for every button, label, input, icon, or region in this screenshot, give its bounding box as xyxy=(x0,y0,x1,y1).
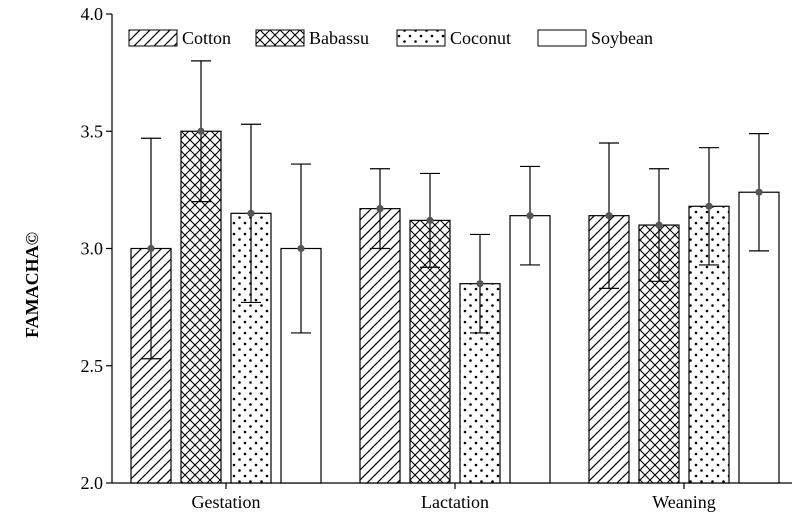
mean-marker xyxy=(605,212,612,219)
y-tick-label: 2.5 xyxy=(81,356,104,376)
bar-cotton-lactation xyxy=(360,209,400,483)
mean-marker xyxy=(526,212,533,219)
legend-label-coconut: Coconut xyxy=(450,28,511,48)
mean-marker xyxy=(655,221,662,228)
y-tick-label: 3.0 xyxy=(81,239,104,259)
mean-marker xyxy=(197,128,204,135)
mean-marker xyxy=(755,189,762,196)
y-axis-label: FAMACHA© xyxy=(22,232,42,338)
mean-marker xyxy=(247,210,254,217)
legend-label-babassu: Babassu xyxy=(309,28,369,48)
legend-label-cotton: Cotton xyxy=(182,28,231,48)
mean-marker xyxy=(476,280,483,287)
bars-group xyxy=(131,131,779,483)
legend-swatch-soybean xyxy=(538,30,586,46)
mean-marker xyxy=(297,245,304,252)
x-tick-label: Weaning xyxy=(652,492,716,512)
legend-label-soybean: Soybean xyxy=(591,28,653,48)
mean-marker xyxy=(426,217,433,224)
mean-marker xyxy=(705,203,712,210)
y-tick-label: 2.0 xyxy=(81,473,104,493)
legend-swatch-babassu xyxy=(256,30,304,46)
legend-swatch-cotton xyxy=(129,30,177,46)
mean-marker xyxy=(376,205,383,212)
y-tick-label: 4.0 xyxy=(81,4,104,24)
y-tick-label: 3.5 xyxy=(81,121,104,141)
mean-marker xyxy=(147,245,154,252)
legend-swatch-coconut xyxy=(397,30,445,46)
legend: Cotton Babassu Coconut Soybean xyxy=(129,28,653,48)
x-tick-label: Gestation xyxy=(192,492,261,512)
x-tick-label: Lactation xyxy=(421,492,489,512)
